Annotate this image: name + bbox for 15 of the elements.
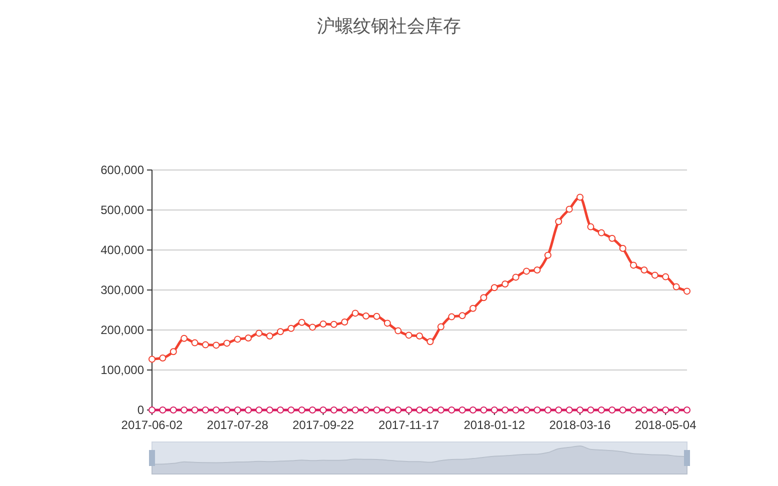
- x-tick-label: 2017-07-28: [206, 418, 269, 432]
- y-tick-label: 200,000: [100, 323, 144, 337]
- x-tick-label: 2018-01-12: [464, 418, 526, 432]
- chart-title: 沪螺纹钢社会库存: [317, 16, 461, 36]
- y-tick-label: 400,000: [100, 243, 144, 257]
- x-tick-label: 2018-05-04: [634, 418, 697, 432]
- x-tick-label: 2018-03-16: [549, 418, 612, 432]
- y-tick-label: 0: [137, 403, 144, 417]
- y-tick-label: 500,000: [100, 203, 144, 217]
- x-tick-label: 2017-11-17: [378, 418, 440, 432]
- x-tick-label: 2017-06-02: [121, 418, 184, 432]
- y-tick-label: 100,000: [100, 363, 144, 377]
- x-tick-label: 2017-09-22: [292, 418, 354, 432]
- y-tick-label: 600,000: [100, 163, 144, 177]
- y-tick-label: 300,000: [100, 283, 144, 297]
